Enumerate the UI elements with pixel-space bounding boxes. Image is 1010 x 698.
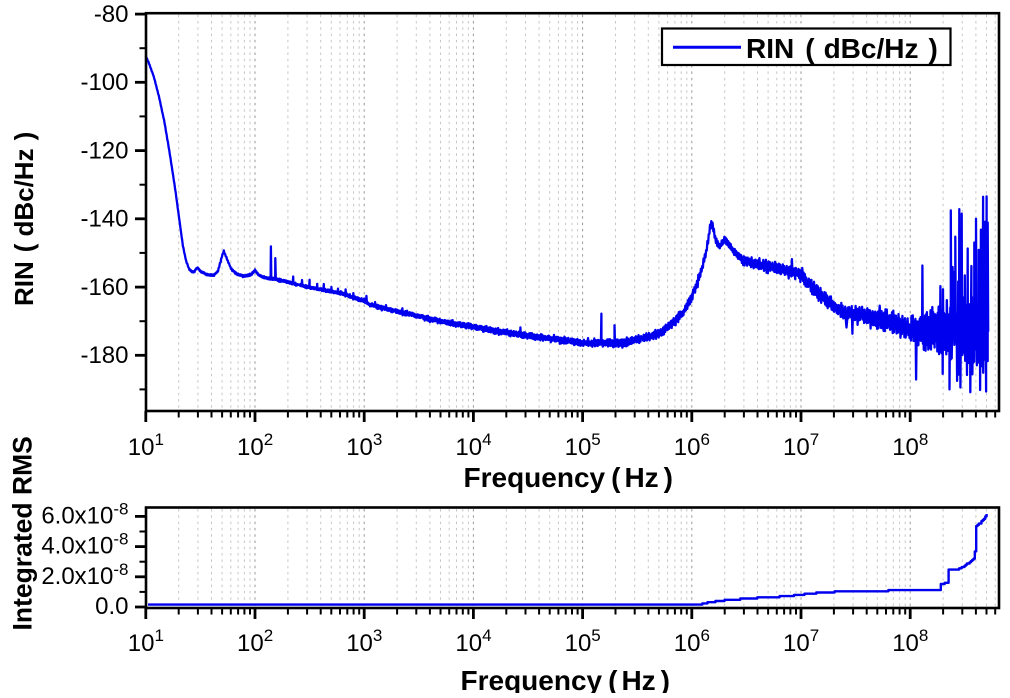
svg-text:-160: -160 bbox=[80, 274, 128, 301]
svg-text:103: 103 bbox=[346, 430, 382, 461]
svg-text:Frequency(Hz): Frequency(Hz) bbox=[464, 462, 674, 493]
svg-text:Frequency(Hz): Frequency(Hz) bbox=[461, 665, 671, 693]
svg-text:-80: -80 bbox=[94, 1, 129, 28]
svg-text:RIN(dBc/Hz): RIN(dBc/Hz) bbox=[9, 132, 39, 306]
svg-text:RIN(dBc/Hz): RIN(dBc/Hz) bbox=[746, 33, 938, 64]
svg-text:0.0: 0.0 bbox=[95, 593, 128, 620]
svg-text:-140: -140 bbox=[80, 206, 128, 233]
svg-text:-100: -100 bbox=[80, 69, 128, 96]
svg-text:Integrated RMS: Integrated RMS bbox=[8, 436, 38, 630]
svg-text:-180: -180 bbox=[80, 342, 128, 369]
svg-text:-120: -120 bbox=[80, 137, 128, 164]
